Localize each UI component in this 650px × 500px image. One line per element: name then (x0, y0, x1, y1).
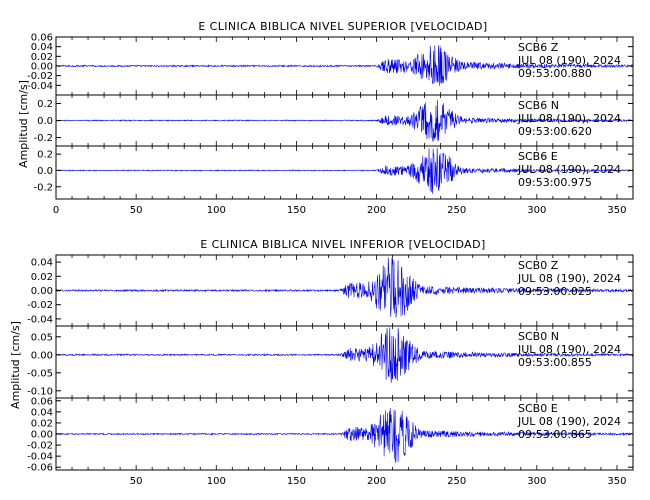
y-axis-label: Amplitud [cm/s] (17, 80, 30, 168)
y-tick-label: 0.04 (31, 258, 53, 269)
station-component-label: SCB6 N (518, 99, 559, 112)
y-tick-label: 0.2 (37, 99, 53, 110)
y-tick-label: 0.05 (31, 332, 53, 343)
y-tick-label: -0.10 (27, 386, 53, 397)
chart-title: E CLINICA BIBLICA NIVEL SUPERIOR [VELOCI… (198, 20, 487, 33)
station-component-label: SCB0 N (518, 330, 559, 343)
trace-time-label: 09:53:00.880 (518, 67, 592, 80)
trace-time-label: 09:53:00.865 (518, 428, 592, 441)
trace-date-label: JUL 08 (190), 2024 (517, 415, 621, 428)
x-tick-label: 100 (207, 476, 226, 487)
y-tick-label: 0.2 (37, 150, 53, 161)
y-tick-label: -0.04 (27, 81, 53, 92)
trace-time-label: 09:53:00.620 (518, 125, 592, 138)
x-tick-label: 250 (447, 476, 466, 487)
trace-time-label: 09:53:00.025 (518, 285, 592, 298)
y-tick-label: 0.00 (31, 350, 53, 361)
x-tick-label: 200 (367, 476, 386, 487)
y-tick-label: 0.00 (31, 430, 53, 441)
y-tick-label: 0.04 (31, 42, 53, 53)
trace-time-label: 09:53:00.855 (518, 356, 592, 369)
x-tick-label: 300 (527, 205, 546, 216)
trace-date-label: JUL 08 (190), 2024 (517, 112, 621, 125)
y-tick-label: 0.02 (31, 418, 53, 429)
waveform-trace (55, 407, 634, 464)
chart-nivel-inferior: E CLINICA BIBLICA NIVEL INFERIOR [VELOCI… (9, 238, 634, 487)
y-tick-label: 0.04 (31, 407, 53, 418)
y-tick-label: -0.02 (27, 441, 53, 452)
y-tick-label: -0.02 (27, 300, 53, 311)
x-tick-label: 50 (130, 476, 143, 487)
x-tick-label: 100 (207, 205, 226, 216)
y-tick-label: -0.04 (27, 314, 53, 325)
y-tick-label: -0.2 (33, 133, 53, 144)
y-tick-label: 0.00 (31, 286, 53, 297)
y-tick-label: -0.05 (27, 368, 53, 379)
trace-panel: 0.060.040.020.00-0.02-0.04-0.06 SCB0 EJUL… (27, 396, 634, 474)
waveform-trace (55, 327, 634, 383)
x-tick-label: 250 (447, 205, 466, 216)
y-tick-label: -0.2 (33, 182, 53, 193)
y-tick-label: -0.02 (27, 71, 53, 82)
waveform-trace (55, 257, 634, 318)
station-component-label: SCB6 E (518, 150, 558, 163)
trace-time-label: 09:53:00.975 (518, 176, 592, 189)
x-tick-label: 200 (367, 205, 386, 216)
x-tick-label: 150 (287, 476, 306, 487)
y-tick-label: 0.02 (31, 272, 53, 283)
trace-date-label: JUL 08 (190), 2024 (517, 163, 621, 176)
y-axis-label: Amplitud [cm/s] (9, 321, 22, 409)
y-tick-label: -0.04 (27, 452, 53, 463)
x-tick-label: 350 (607, 476, 626, 487)
x-tick-label: 150 (287, 205, 306, 216)
y-tick-label: 0.00 (31, 62, 53, 73)
chart-title: E CLINICA BIBLICA NIVEL INFERIOR [VELOCI… (200, 238, 485, 251)
x-tick-label: 0 (53, 205, 59, 216)
y-tick-label: -0.06 (27, 463, 53, 474)
waveform-trace (55, 99, 634, 142)
waveform-trace (55, 147, 634, 194)
station-component-label: SCB0 E (518, 402, 558, 415)
y-tick-label: 0.02 (31, 52, 53, 63)
chart-nivel-superior: E CLINICA BIBLICA NIVEL SUPERIOR [VELOCI… (17, 20, 634, 216)
waveform-trace (55, 45, 634, 86)
x-tick-label: 300 (527, 476, 546, 487)
y-tick-label: 0.06 (31, 396, 53, 407)
x-tick-label: 350 (607, 205, 626, 216)
y-tick-label: 0.0 (37, 166, 53, 177)
trace-date-label: JUL 08 (190), 2024 (517, 343, 621, 356)
x-tick-label: 50 (130, 205, 143, 216)
trace-date-label: JUL 08 (190), 2024 (517, 54, 621, 67)
trace-date-label: JUL 08 (190), 2024 (517, 272, 621, 285)
station-component-label: SCB6 Z (518, 41, 559, 54)
y-tick-label: 0.0 (37, 116, 53, 127)
station-component-label: SCB0 Z (518, 259, 559, 272)
y-tick-label: 0.06 (31, 33, 53, 44)
